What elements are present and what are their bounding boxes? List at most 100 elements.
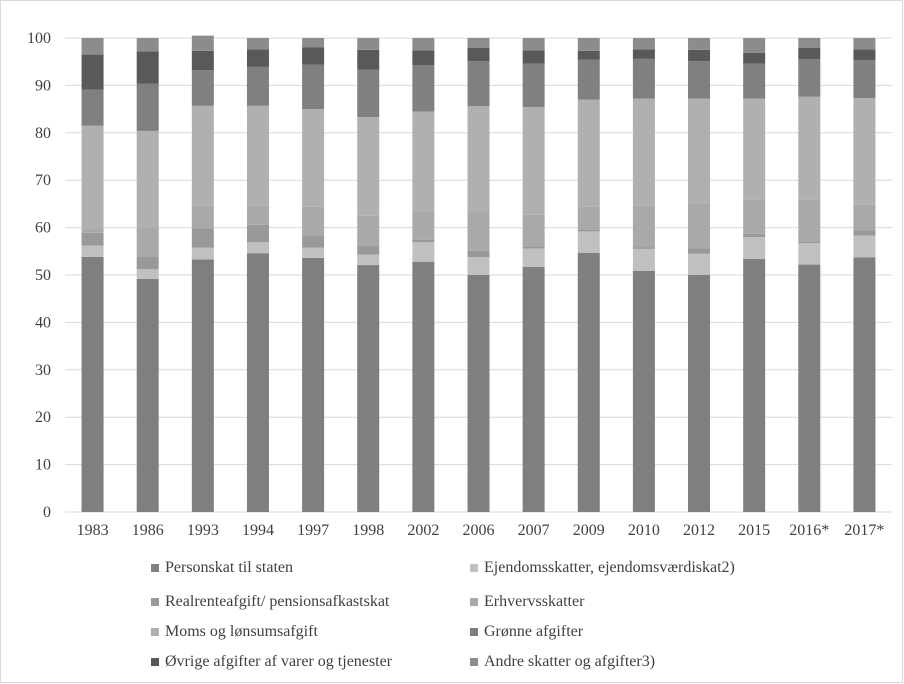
bar-segment [798,264,821,512]
bar-segment [191,205,214,229]
y-tick-label: 80 [35,125,51,142]
bar-segment [577,229,600,232]
bar-segment [577,252,600,513]
bar-segment [522,248,545,267]
bar-segment [688,49,711,62]
bar-segment [357,38,380,50]
bar-segment [302,64,325,110]
bar-segment [412,65,435,112]
bar-segment [688,253,711,275]
bar-segment [136,227,159,257]
bar-segment [246,38,269,50]
bar-segment [81,89,104,126]
bar-segment [302,109,325,207]
x-tick-label: 1983 [77,522,109,539]
bar-segment [743,258,766,512]
x-tick-label: 2017* [844,522,884,539]
y-tick-label: 70 [35,172,51,189]
bar-segment [522,63,545,108]
y-tick-label: 100 [27,30,51,47]
bar-segment [632,247,655,249]
bar-segment [853,204,876,231]
bar-segment [688,275,711,512]
x-tick-label: 1993 [187,522,219,539]
bar-segment [632,38,655,50]
bar-segment [81,256,104,512]
bar-segment [191,247,214,260]
bar-segment [467,211,490,251]
bar-segment [136,83,159,131]
bar-segment [136,130,159,228]
y-tick-label: 10 [35,457,51,474]
x-tick-label: 1998 [352,522,384,539]
x-tick-label: 1986 [132,522,164,539]
bar-segment [467,256,490,275]
bar-segment [302,206,325,236]
bar-segment [81,232,104,246]
bar-segment [302,38,325,48]
x-tick-label: 2007 [518,522,550,539]
bar-segment [632,49,655,59]
bar-segment [467,250,490,257]
bar-segment [246,205,269,225]
bar-segment [412,261,435,512]
bar-segment [798,241,821,244]
bar-segment [632,205,655,248]
x-tick-label: 2015 [738,522,770,539]
bar-segment [522,214,545,247]
x-tick-label: 1994 [242,522,274,539]
bar-segment [412,211,435,240]
bar-segment [302,247,325,258]
bar-segment [632,270,655,512]
bar-segment [467,61,490,107]
bar-segment [136,269,159,279]
y-tick-label: 90 [35,77,51,94]
bar-segment [302,47,325,65]
bar-segment [688,203,711,249]
bar-segment [81,125,104,229]
y-tick-label: 40 [35,314,51,331]
bar-segment [853,98,876,205]
bar-segment [136,38,159,52]
bar-segment [743,63,766,99]
x-tick-label: 2010 [628,522,660,539]
x-tick-label: 2016* [789,522,829,539]
bar-segment [743,38,766,53]
bar-segment [798,243,821,265]
bar-segment [412,242,435,262]
bar-segment [81,38,104,55]
bar-segment [577,206,600,230]
bar-segment [81,54,104,90]
bar-segment [357,117,380,216]
x-tick-label: 2009 [573,522,605,539]
y-tick-label: 20 [35,409,51,426]
bar-segment [522,50,545,64]
bar-segment [853,49,876,61]
bar-segment [577,59,600,100]
bar-segment [357,49,380,70]
bar-segment [632,58,655,99]
bar-segment [357,69,380,118]
bar-segment [246,224,269,243]
bar-segment [412,38,435,51]
bar-segment [467,38,490,48]
bar-segment [467,47,490,62]
bar-segment [798,38,821,48]
bar-segment [743,237,766,259]
bar-segment [246,66,269,106]
bar-segment [743,52,766,64]
bar-segment [246,242,269,254]
bar-segment [357,254,380,266]
bar-segment [246,105,269,206]
bar-segment [798,199,821,242]
bar-segment [412,50,435,66]
bar-segment [191,259,214,512]
bar-segment [853,38,876,50]
x-tick-label: 2012 [683,522,715,539]
bar-segment [467,106,490,212]
bar-segment [246,49,269,67]
bar-segment [357,265,380,512]
bar-segment [191,50,214,71]
